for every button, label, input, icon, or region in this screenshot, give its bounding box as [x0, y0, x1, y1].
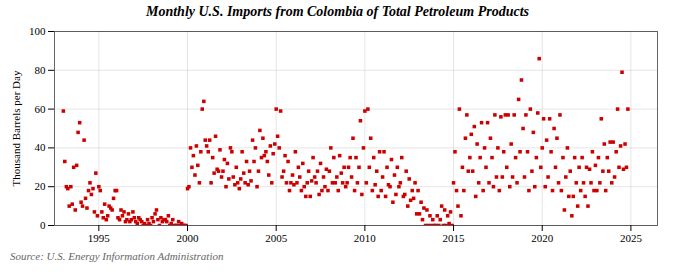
svg-text:2015: 2015	[443, 232, 466, 244]
svg-text:2000: 2000	[177, 232, 200, 244]
svg-text:20: 20	[35, 180, 47, 192]
svg-text:1995: 1995	[88, 232, 111, 244]
svg-text:0: 0	[40, 219, 46, 231]
svg-text:2020: 2020	[531, 232, 554, 244]
svg-text:2010: 2010	[354, 232, 377, 244]
svg-text:Thousand Barrels per Day: Thousand Barrels per Day	[10, 70, 22, 186]
svg-text:60: 60	[35, 103, 47, 115]
svg-text:40: 40	[35, 141, 47, 153]
html-text:Source: U.S. Energy Informatio: Source: U.S. Energy Information Administ…	[10, 250, 224, 262]
svg-text:100: 100	[29, 25, 46, 37]
svg-text:2005: 2005	[265, 232, 288, 244]
svg-text:80: 80	[35, 64, 47, 76]
html-text:Monthly U.S. Imports from Colo: Monthly U.S. Imports from Colombia of To…	[146, 4, 529, 19]
svg-text:2025: 2025	[620, 232, 643, 244]
